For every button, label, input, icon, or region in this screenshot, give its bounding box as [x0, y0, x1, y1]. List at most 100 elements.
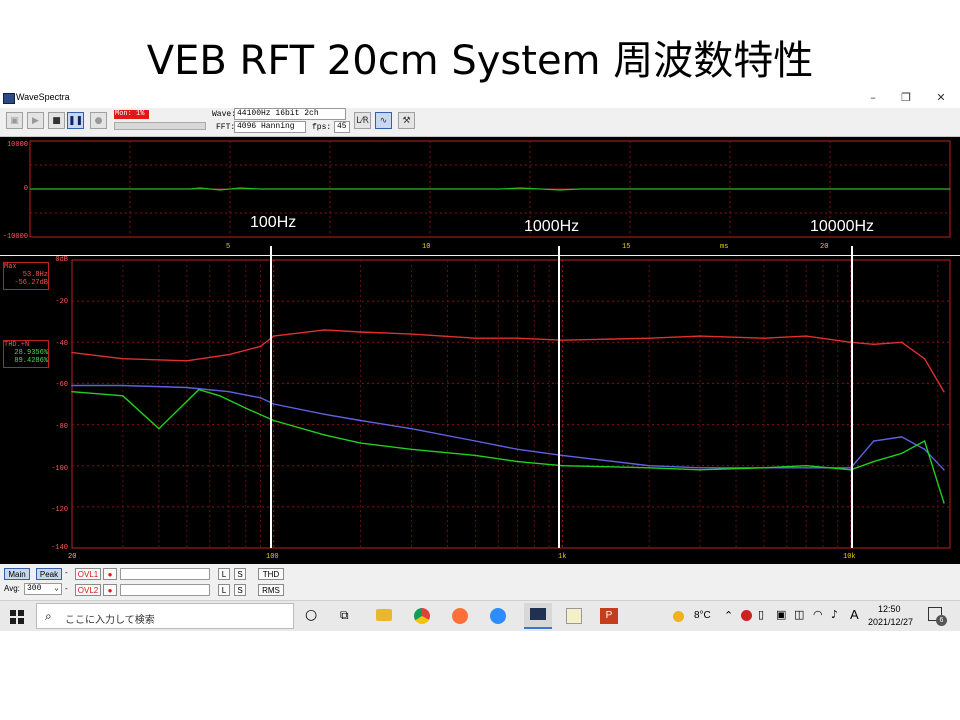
search-icon: ⌕: [45, 609, 52, 623]
thd-label: THD.+N: [4, 341, 30, 349]
slide-title: VEB RFT 20cm System 周波数特性: [146, 38, 814, 84]
thd-box: THD.+N 28.9356% 89.4286%: [3, 340, 49, 368]
ovl2-field[interactable]: [120, 584, 210, 596]
series-0-point: [259, 345, 262, 348]
series-1-point: [259, 397, 262, 399]
ovl1-record-icon[interactable]: ●: [103, 568, 117, 580]
ovl1-field[interactable]: [120, 568, 210, 580]
windows-start-icon[interactable]: [10, 610, 24, 624]
series-1-point: [699, 466, 701, 469]
open-file-icon[interactable]: ▣: [6, 112, 23, 129]
ovl2-record-icon[interactable]: ●: [103, 584, 117, 596]
stop-icon[interactable]: ■: [48, 112, 65, 129]
chevron-up-icon[interactable]: ⌃: [724, 609, 734, 622]
chrome-icon[interactable]: [414, 608, 430, 624]
series-2-point: [900, 452, 903, 455]
powerpoint-icon[interactable]: P: [600, 608, 618, 624]
wave-format-field[interactable]: 44100Hz 16bit 2ch: [234, 108, 346, 120]
series-1-point: [228, 390, 230, 393]
play-icon[interactable]: ▶: [27, 112, 44, 129]
spectrum-frame: [71, 259, 951, 549]
spec-ytick: -40: [55, 340, 68, 348]
series-1-point: [186, 386, 188, 389]
series-1-point: [272, 403, 275, 405]
wifi-icon[interactable]: ◠: [813, 608, 823, 621]
series-2-point: [197, 388, 200, 391]
taskbar: ⌕ ここに入力して検索 ○ ⧉ P 8°C ⌃ ▯ ▣ ◫ ◠ ♪ A 12:5…: [0, 600, 960, 631]
spectrum-display: 0dB -20 -40 -60 -80 -100 -120 -140 20 10…: [0, 256, 960, 564]
antivirus-icon[interactable]: [741, 610, 752, 621]
series-0-point: [359, 331, 362, 333]
series-1-point: [359, 419, 362, 422]
minimize-button[interactable]: –: [870, 91, 876, 104]
peak-button[interactable]: Peak: [36, 568, 62, 580]
series-0-point: [323, 329, 326, 331]
series-2-point: [474, 454, 477, 457]
cortana-icon[interactable]: ○: [305, 607, 318, 623]
series-2-point: [763, 466, 765, 469]
rms-button[interactable]: RMS: [258, 584, 284, 596]
series-0-point: [763, 337, 765, 339]
notification-count: 6: [936, 615, 947, 626]
pause-icon[interactable]: ❚❚: [67, 112, 84, 129]
series-0-point: [805, 335, 807, 337]
spectrum-series-1: [72, 384, 945, 471]
spec-ytick: -60: [55, 381, 68, 389]
spec-xtick: 1k: [558, 553, 567, 561]
s-button-1[interactable]: S: [234, 568, 246, 580]
dash-2: -: [65, 584, 68, 593]
network-icon[interactable]: ◫: [794, 608, 805, 621]
series-0-point: [122, 357, 124, 360]
avg-select[interactable]: 300 ⌄: [24, 583, 62, 595]
task-view-icon[interactable]: ⧉: [340, 608, 349, 622]
display-icon[interactable]: ▣: [776, 608, 787, 621]
file-explorer-icon[interactable]: [376, 609, 392, 621]
wavespectra-taskbar-icon[interactable]: [524, 603, 552, 629]
monitor-slider[interactable]: [114, 122, 206, 130]
series-1-point: [561, 454, 564, 457]
settings-wrench-icon[interactable]: ⚒: [398, 112, 415, 129]
notification-icon[interactable]: [928, 607, 942, 621]
marker-line-1000hz: [558, 246, 560, 548]
firefox-icon[interactable]: [452, 608, 468, 624]
chevron-down-icon: ⌄: [54, 584, 59, 593]
temperature: 8°C: [694, 610, 711, 621]
spec-xtick: 10k: [843, 553, 856, 561]
annotation-100hz: 100Hz: [250, 214, 297, 231]
fft-setting-field[interactable]: 4096 Hanning: [234, 121, 306, 133]
spec-ytick: -20: [55, 298, 68, 306]
series-2-point: [699, 469, 701, 471]
l-button-1[interactable]: L: [218, 568, 230, 580]
search-box[interactable]: ⌕ ここに入力して検索: [36, 603, 294, 629]
max-label: Max: [4, 263, 17, 271]
series-2-point: [272, 419, 275, 422]
fft-label: FFT:: [216, 123, 236, 132]
device-icon[interactable]: ▯: [758, 608, 765, 621]
zoom-icon[interactable]: [490, 608, 506, 624]
close-button[interactable]: ✕: [936, 91, 946, 104]
series-2-point: [244, 407, 247, 409]
s-button-2[interactable]: S: [234, 584, 246, 596]
ime-indicator[interactable]: A: [850, 607, 859, 622]
spectrum-view-icon[interactable]: ∿: [375, 112, 392, 129]
series-2-point: [410, 448, 413, 451]
thd-button[interactable]: THD: [258, 568, 284, 580]
waveform-trace: [30, 187, 950, 191]
wave-xtick: 15: [622, 243, 631, 251]
notepad-icon[interactable]: [566, 608, 582, 624]
waveform-display: 10000 0 -10000 5 10 15 ms 20: [0, 137, 960, 255]
wave-xtick: 5: [226, 243, 231, 251]
series-1-point: [474, 440, 477, 442]
weather-icon[interactable]: [673, 611, 684, 622]
series-2-point: [805, 464, 807, 467]
volume-icon[interactable]: ♪: [831, 608, 839, 621]
fps-field[interactable]: 45: [334, 121, 350, 133]
main-button[interactable]: Main: [4, 568, 30, 580]
record-icon[interactable]: ●: [90, 112, 107, 129]
restore-button[interactable]: ❐: [901, 91, 911, 104]
l-button-2[interactable]: L: [218, 584, 230, 596]
avg-value: 300: [27, 584, 42, 593]
series-0-point: [943, 390, 945, 393]
annotation-1000hz: 1000Hz: [524, 218, 580, 235]
lr-channel-icon[interactable]: L⁄R: [354, 112, 371, 129]
